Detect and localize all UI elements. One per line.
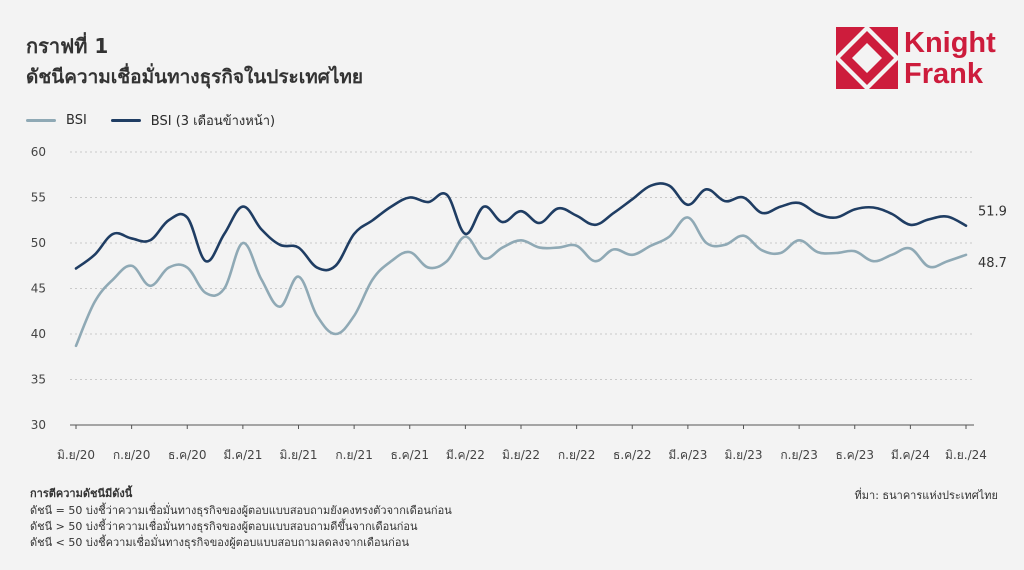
y-tick-label: 30 [31,418,46,432]
y-tick-label: 40 [31,327,46,341]
y-tick-label: 55 [31,191,46,205]
logo-text-frank: Frank [904,58,983,90]
source-note: ที่มา: ธนาคารแห่งประเทศไทย [854,489,998,502]
y-tick-label: 45 [31,282,46,296]
note-line-greater: ดัชนี > 50 บ่งชี้ว่าความเชื่อมั่นทางธุรก… [30,520,418,533]
x-tick-label: มิ.ย./24 [945,448,987,462]
note-line-less: ดัชนี < 50 บ่งชี้ความเชื่อมั่นทางธุรกิจข… [30,536,409,549]
x-tick-label: มี.ค/21 [223,448,262,462]
y-tick-label: 50 [31,236,46,250]
legend-swatch-bsi [26,119,56,122]
legend-label-bsi-3m: BSI (3 เดือนข้างหน้า) [150,114,276,129]
legend-swatch-bsi-3m [110,119,141,122]
x-tick-label: ก.ย/23 [780,448,817,462]
knight-frank-logo: Knight Frank [836,27,1006,91]
legend-label-bsi: BSI [66,113,87,128]
logo-mark-icon [836,27,898,89]
x-tick-label: ธ.ค/22 [613,448,651,462]
end-label-bsi-3m: 51.9 [978,205,1007,220]
x-tick-label: มิ.ย/20 [57,448,95,462]
series-line-bsi [74,216,968,348]
y-tick-label: 60 [31,145,46,159]
x-tick-label: ก.ย/22 [558,448,595,462]
x-tick-label: มี.ค/23 [668,448,707,462]
chart-figure-number: กราฟที่ 1 [26,34,109,58]
x-tick-label: มิ.ย/22 [502,448,540,462]
x-tick-label: ธ.ค/20 [168,448,206,462]
x-tick-label: มี.ค/22 [446,448,485,462]
x-tick-label: ก.ย/20 [113,448,150,462]
end-label-bsi: 48.7 [978,256,1007,271]
legend-item-bsi-3m: BSI (3 เดือนข้างหน้า) [110,110,276,131]
x-tick-label: ธ.ค/21 [391,448,429,462]
notes-title: การตีความดัชนีมีดังนี้ [30,487,133,500]
x-tick-label: มิ.ย/21 [279,448,317,462]
logo-text-knight: Knight [904,27,996,59]
series-line-bsi-3m [74,182,968,272]
chart-legend: BSI BSI (3 เดือนข้างหน้า) [26,110,299,131]
chart-title: ดัชนีความเชื่อมั่นทางธุรกิจในประเทศไทย [26,66,364,88]
y-tick-label: 35 [31,373,46,387]
x-tick-label: มิ.ย/23 [724,448,762,462]
x-tick-label: ก.ย/21 [335,448,372,462]
note-line-equal: ดัชนี = 50 บ่งชี้ว่าความเชื่อมั่นทางธุรก… [30,504,452,517]
line-chart: 30 35 40 45 50 55 60 มิ.ย/20 ก.ย/20 ธ.ค/20 มี.ค/21… [31,145,1007,462]
x-tick-label: ธ.ค/23 [836,448,874,462]
x-tick-label: มี.ค/24 [891,448,930,462]
legend-item-bsi: BSI [26,113,87,128]
